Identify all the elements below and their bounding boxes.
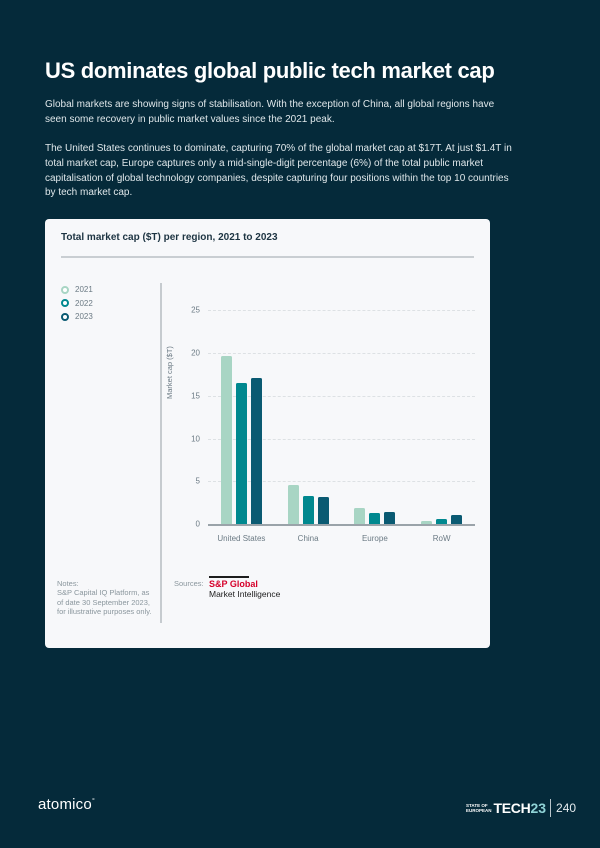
logo-mark-icon: ° xyxy=(91,798,95,805)
intro-text: Global markets are showing signs of stab… xyxy=(45,98,515,201)
gridline xyxy=(208,353,475,354)
y-tick-label: 0 xyxy=(195,519,200,529)
y-axis-label: Market cap ($T) xyxy=(165,346,174,399)
bar-united-states-2023 xyxy=(250,377,262,524)
bar-europe-2023 xyxy=(384,512,396,524)
x-tick-label: RoW xyxy=(432,534,451,543)
sources-label: Sources: xyxy=(174,579,204,588)
intro-paragraph-1: Global markets are showing signs of stab… xyxy=(45,99,495,125)
brand-separator xyxy=(550,799,552,817)
x-axis-line xyxy=(208,524,475,526)
y-tick-label: 5 xyxy=(195,476,200,486)
logo-bar xyxy=(209,576,249,578)
bar-china-2023 xyxy=(317,496,329,524)
gridline xyxy=(208,481,475,483)
logo-top-text: S&P Global xyxy=(209,578,258,589)
atomico-logo: atomico° xyxy=(38,796,95,813)
legend-label: 2021 xyxy=(75,285,93,295)
y-tick-label: 10 xyxy=(191,434,200,443)
title-divider xyxy=(61,256,474,258)
legend-label: 2023 xyxy=(75,312,93,322)
chart-title: Total market cap ($T) per region, 2021 t… xyxy=(61,232,278,243)
intro-paragraph-2: The United States continues to dominate,… xyxy=(45,143,512,199)
brand-tech: TECH xyxy=(493,800,531,816)
legend-divider xyxy=(160,283,162,623)
bar-europe-2022 xyxy=(369,512,381,524)
chart-card: Total market cap ($T) per region, 2021 t… xyxy=(45,219,490,648)
brand-small-text: STATE OF EUROPEAN xyxy=(466,803,492,813)
gridline xyxy=(208,310,475,312)
bar-united-states-2022 xyxy=(235,382,247,524)
chart-notes: Notes: S&P Capital IQ Platform, as of da… xyxy=(57,579,152,616)
bar-united-states-2021 xyxy=(220,356,232,524)
x-tick-label: United States xyxy=(217,534,266,543)
brand-year: 23 xyxy=(530,800,547,816)
legend-item-2021: 2021 xyxy=(61,283,93,297)
gridline xyxy=(208,395,475,397)
bar-europe-2021 xyxy=(354,507,366,524)
legend-label: 2022 xyxy=(75,298,93,308)
gridline xyxy=(208,438,475,440)
bar-row-2023 xyxy=(451,515,463,524)
bar-china-2021 xyxy=(287,484,299,524)
logo-bottom-text: Market Intelligence xyxy=(209,588,281,599)
sp-global-logo: S&P Global Market Intelligence xyxy=(209,576,280,599)
brand-line-1: STATE OF xyxy=(466,803,488,808)
legend-dot-icon xyxy=(61,312,69,321)
page-title: US dominates global public tech market c… xyxy=(45,58,495,83)
brand-line-2: EUROPEAN xyxy=(466,808,492,813)
legend-dot-icon xyxy=(61,285,69,294)
bar-china-2022 xyxy=(302,495,314,524)
x-tick-label: Europe xyxy=(361,534,388,543)
legend-item-2022: 2022 xyxy=(61,297,93,311)
report-brand: STATE OF EUROPEAN TECH 23 240 xyxy=(466,799,576,817)
y-tick-label: 25 xyxy=(191,305,200,315)
legend-dot-icon xyxy=(61,299,69,308)
y-tick-label: 15 xyxy=(191,391,200,401)
chart-legend: 2021 2022 2023 xyxy=(61,283,93,324)
bar-chart: Market cap ($T) 0 5 10 15 20 25 United States C… xyxy=(165,299,475,559)
y-tick-label: 20 xyxy=(191,348,200,358)
x-tick-label: China xyxy=(297,534,319,543)
bar-row-2021 xyxy=(421,521,433,524)
logo-text: atomico xyxy=(38,796,92,813)
bar-row-2022 xyxy=(436,518,448,524)
legend-item-2023: 2023 xyxy=(61,310,93,324)
page-number: 240 xyxy=(556,801,577,815)
